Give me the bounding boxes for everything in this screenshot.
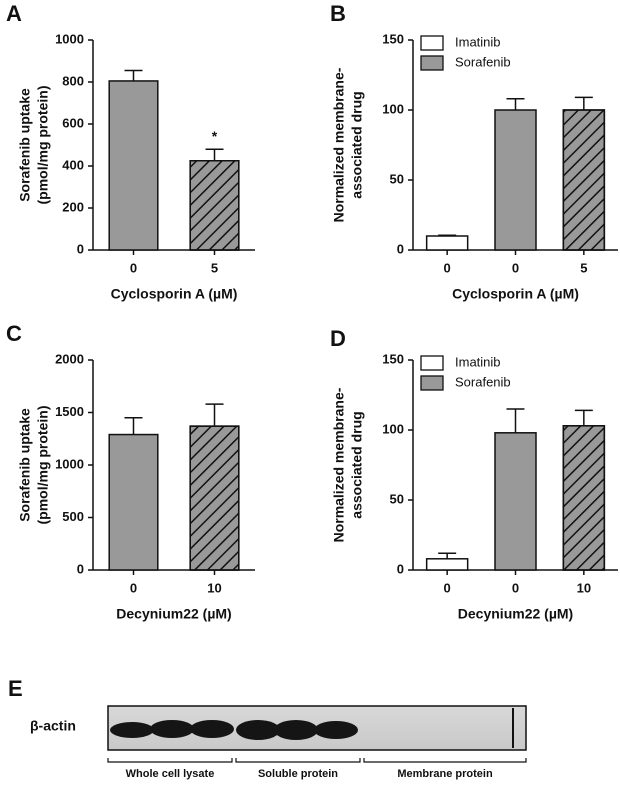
- error-bar: [574, 96, 593, 110]
- bar: [494, 432, 537, 571]
- legend-swatch: [420, 35, 444, 51]
- bar: [108, 433, 159, 571]
- lane-label: Whole cell lysate: [126, 768, 215, 780]
- y-axis-label: associated drug: [349, 91, 365, 198]
- y-tick-label: 2000: [55, 351, 84, 366]
- error-bar: [124, 417, 143, 435]
- x-tick-label: 0: [512, 260, 519, 275]
- lane-brackets: [107, 758, 527, 763]
- band: [236, 720, 280, 740]
- y-tick-label: 400: [62, 157, 84, 172]
- x-tick-label: 10: [577, 580, 591, 595]
- error-bar: [124, 69, 143, 81]
- y-tick-label: 0: [397, 241, 404, 256]
- y-tick-label: 1500: [55, 404, 84, 419]
- x-axis-label: Cyclosporin A (µM): [111, 286, 238, 302]
- y-tick-label: 50: [390, 491, 404, 506]
- legend-label: Sorafenib: [455, 374, 511, 389]
- error-bar: [506, 408, 525, 433]
- y-axis-label: Sorafenib uptake: [17, 88, 33, 202]
- x-tick-label: 0: [512, 580, 519, 595]
- band: [150, 720, 194, 738]
- lane-label: Soluble protein: [258, 768, 338, 780]
- legend-label: Imatinib: [455, 34, 501, 49]
- panel-letter: A: [6, 1, 22, 26]
- bar: [425, 558, 469, 571]
- bracket: [107, 758, 233, 763]
- error-bar: [506, 98, 525, 110]
- x-axis-label: Cyclosporin A (µM): [452, 286, 579, 302]
- y-tick-label: 1000: [55, 456, 84, 471]
- x-axis-label: Decynium22 (µM): [116, 606, 231, 622]
- annotation: *: [212, 128, 218, 144]
- bar: [425, 235, 469, 251]
- band: [110, 722, 154, 738]
- y-axis-label: Normalized membrane-: [331, 387, 347, 542]
- bar: [108, 80, 159, 251]
- error-bar: [205, 403, 224, 427]
- y-tick-label: 0: [397, 561, 404, 576]
- hatch-overlay: [562, 425, 606, 571]
- x-tick-label: 5: [211, 260, 218, 275]
- error-bar: [574, 409, 593, 426]
- y-tick-label: 150: [382, 31, 404, 46]
- y-tick-label: 100: [382, 101, 404, 116]
- x-tick-label: 0: [444, 260, 451, 275]
- x-tick-label: 0: [130, 260, 137, 275]
- y-tick-label: 0: [77, 241, 84, 256]
- legend-swatch: [420, 355, 444, 371]
- y-tick-label: 800: [62, 73, 84, 88]
- y-tick-label: 150: [382, 351, 404, 366]
- legend-swatch: [420, 55, 444, 71]
- hatch-overlay: [562, 109, 606, 251]
- y-axis-label: Sorafenib uptake: [17, 408, 33, 522]
- legend-swatch: [420, 375, 444, 391]
- band: [190, 720, 234, 738]
- y-tick-label: 0: [77, 561, 84, 576]
- y-tick-label: 1000: [55, 31, 84, 46]
- panel-letter: D: [330, 326, 346, 351]
- lane-label: Membrane protein: [397, 768, 493, 780]
- legend-label: Imatinib: [455, 354, 501, 369]
- bracket: [363, 758, 527, 763]
- x-tick-label: 5: [580, 260, 587, 275]
- bar: [494, 109, 537, 251]
- y-tick-label: 50: [390, 171, 404, 186]
- legend-label: Sorafenib: [455, 54, 511, 69]
- panel-letter: C: [6, 321, 22, 346]
- y-tick-label: 500: [62, 509, 84, 524]
- band: [274, 720, 318, 740]
- y-axis-label: associated drug: [349, 411, 365, 518]
- blot-panel: E β-actin Whole cell lysate Soluble prot…: [8, 676, 527, 780]
- y-tick-label: 100: [382, 421, 404, 436]
- error-bar: [438, 552, 457, 559]
- error-bar: [205, 148, 224, 161]
- bracket: [235, 758, 361, 763]
- hatch-overlay: [189, 425, 240, 571]
- y-tick-label: 600: [62, 115, 84, 130]
- y-axis-label: (pmol/mg protein): [35, 406, 51, 525]
- hatch-overlay: [189, 160, 240, 251]
- x-tick-label: 10: [207, 580, 221, 595]
- x-tick-label: 0: [444, 580, 451, 595]
- panel-letter: B: [330, 1, 346, 26]
- y-axis-label: Normalized membrane-: [331, 67, 347, 222]
- band: [314, 721, 358, 739]
- y-axis-label: (pmol/mg protein): [35, 86, 51, 205]
- panel-letter: E: [8, 676, 23, 701]
- bands: [110, 720, 358, 740]
- row-label: β-actin: [30, 718, 76, 734]
- x-tick-label: 0: [130, 580, 137, 595]
- x-axis-label: Decynium22 (µM): [458, 606, 573, 622]
- y-tick-label: 200: [62, 199, 84, 214]
